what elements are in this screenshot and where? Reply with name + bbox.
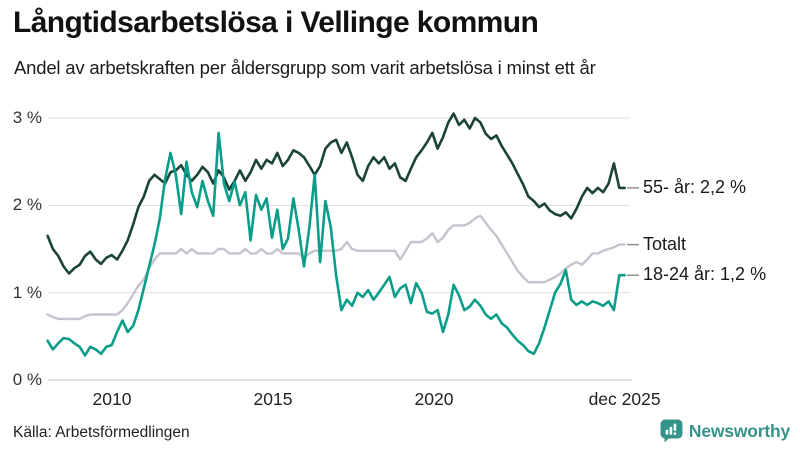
chart-subtitle: Andel av arbetskraften per åldersgrupp s… — [14, 57, 596, 78]
newsworthy-logo: Newsworthy — [660, 419, 790, 443]
series-line-Totalt — [46, 214, 626, 321]
x-axis-tick-label: 2015 — [253, 389, 293, 409]
y-axis-tick-label: 3 % — [12, 108, 42, 127]
series-line-18-24år — [46, 131, 626, 357]
x-axis-tick-label: 2020 — [414, 389, 454, 409]
series-end-label-totalt: Totalt — [643, 233, 687, 254]
brand-name: Newsworthy — [688, 420, 790, 441]
x-axis-tick-label: dec 2025 — [588, 389, 661, 409]
chart-title: Långtidsarbetslösa i Vellinge kommun — [13, 6, 539, 39]
y-axis-tick-label: 0 % — [12, 370, 42, 389]
x-axis-tick-label: 2010 — [92, 389, 132, 409]
y-axis-tick-label: 1 % — [12, 282, 42, 302]
series-end-label-18-24: 18-24 år: 1,2 % — [643, 264, 767, 285]
series-line-55-år — [46, 112, 626, 275]
source-note: Källa: Arbetsförmedlingen — [13, 424, 190, 441]
y-axis-tick-label: 2 % — [12, 195, 42, 215]
newsworthy-chart-bubble-icon — [660, 419, 683, 443]
series-end-label-55: 55- år: 2,2 % — [643, 176, 747, 197]
